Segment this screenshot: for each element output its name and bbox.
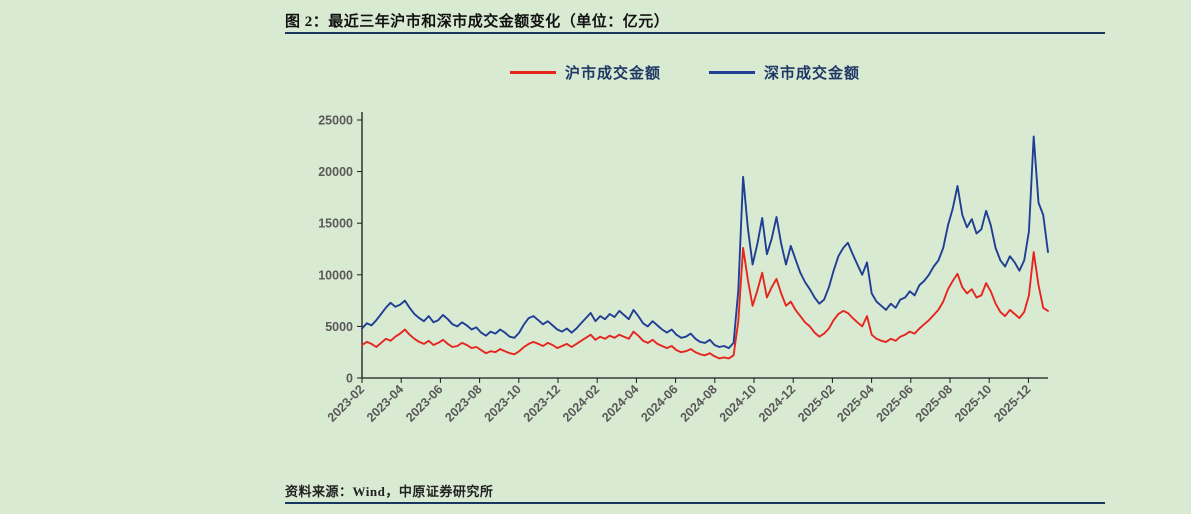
svg-text:2025-10: 2025-10 bbox=[952, 382, 994, 424]
svg-text:2023-02: 2023-02 bbox=[325, 382, 367, 424]
svg-text:15000: 15000 bbox=[318, 217, 353, 231]
svg-text:2023-04: 2023-04 bbox=[364, 382, 406, 424]
svg-text:20000: 20000 bbox=[318, 165, 353, 179]
svg-text:10000: 10000 bbox=[318, 268, 353, 282]
svg-text:2023-12: 2023-12 bbox=[521, 382, 563, 424]
chart-title: 图 2：最近三年沪市和深市成交金额变化（单位：亿元） bbox=[285, 14, 670, 30]
legend-label-shenzhen: 深市成交金额 bbox=[764, 66, 861, 82]
svg-text:25000: 25000 bbox=[318, 114, 353, 128]
svg-text:2025-06: 2025-06 bbox=[874, 382, 916, 424]
svg-text:2024-06: 2024-06 bbox=[638, 382, 680, 424]
line-chart-svg: 05000100001500020000250002023-022023-042… bbox=[318, 112, 1049, 425]
legend-item-shanghai: 沪市成交金额 bbox=[509, 62, 661, 83]
svg-text:2024-10: 2024-10 bbox=[717, 382, 759, 424]
svg-text:2025-12: 2025-12 bbox=[991, 382, 1033, 424]
line-chart: 0 5000 10000 15000 20000 25000 2023-02 2023-04 2… bbox=[300, 102, 1075, 467]
svg-text:2024-12: 2024-12 bbox=[756, 382, 798, 424]
svg-text:2023-10: 2023-10 bbox=[482, 382, 524, 424]
title-underline bbox=[285, 32, 1105, 34]
svg-text:2024-04: 2024-04 bbox=[599, 382, 641, 424]
svg-text:2023-06: 2023-06 bbox=[403, 382, 445, 424]
svg-text:2025-02: 2025-02 bbox=[795, 382, 837, 424]
data-source-note: 资料来源：Wind，中原证券研究所 bbox=[285, 484, 494, 499]
svg-text:0: 0 bbox=[346, 372, 353, 386]
svg-text:2025-08: 2025-08 bbox=[913, 382, 955, 424]
svg-text:2023-08: 2023-08 bbox=[442, 382, 484, 424]
svg-text:2024-02: 2024-02 bbox=[560, 382, 602, 424]
legend-label-shanghai: 沪市成交金额 bbox=[564, 66, 661, 82]
shanghai-line-swatch bbox=[509, 71, 556, 74]
bottom-rule bbox=[285, 502, 1105, 504]
svg-text:5000: 5000 bbox=[325, 320, 353, 334]
svg-text:2025-04: 2025-04 bbox=[834, 382, 876, 424]
chart-legend: 沪市成交金额 深市成交金额 bbox=[300, 62, 1070, 83]
svg-text:2024-08: 2024-08 bbox=[678, 382, 720, 424]
shenzhen-line-swatch bbox=[709, 71, 755, 74]
legend-item-shenzhen: 深市成交金额 bbox=[709, 62, 860, 83]
